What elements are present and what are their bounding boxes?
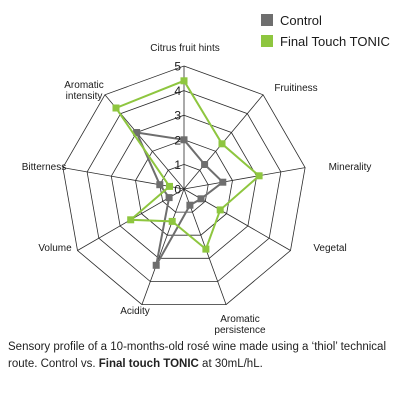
tick-label-1: 1: [174, 158, 181, 172]
axis-label-line: Minerality: [329, 162, 372, 173]
tick-label-5: 5: [174, 60, 181, 74]
grid-ring-5: [62, 65, 306, 306]
spoke-5: [141, 188, 185, 305]
caption-bold-product: Final touch TONIC: [98, 358, 199, 370]
series-point-final-touch-tonic-1: [218, 140, 226, 148]
series-point-final-touch-tonic-5: [168, 217, 176, 225]
legend-swatch-1: [261, 35, 273, 47]
axis-label-line: Aromatic: [220, 314, 259, 325]
series-point-control-3: [197, 195, 205, 203]
series-line-final-touch-tonic: [114, 79, 261, 251]
radar-chart: 0 1 2 3 4 5 Citrus fruit hints Fruitiness Miner…: [22, 13, 390, 335]
series-point-control-1: [201, 161, 209, 168]
figure-caption: Sensory profile of a 10-months-old rosé …: [8, 339, 396, 373]
series-point-control-6: [165, 194, 173, 202]
tick-label-3: 3: [174, 109, 181, 123]
series-point-control-5: [152, 261, 160, 269]
axis-label-1: Fruitiness: [274, 83, 317, 94]
radar-tick-labels: 0 1 2 3 4 5: [174, 60, 181, 197]
grid-ring-4: [86, 90, 282, 282]
axis-label-6: Volume: [38, 243, 72, 254]
axis-label-line: Volume: [38, 243, 72, 254]
axis-label-line: Acidity: [120, 306, 149, 317]
series-point-control-0: [180, 136, 188, 144]
axis-label-line: Bitterness: [22, 162, 66, 173]
spoke-7: [62, 167, 185, 190]
series-point-control-2: [219, 178, 227, 186]
tick-label-0: 0: [174, 183, 181, 197]
grid-ring-3: [110, 114, 258, 259]
series-point-final-touch-tonic-6: [127, 216, 135, 224]
series-point-final-touch-tonic-2: [255, 172, 263, 180]
axis-label-8: Aromatic intensity: [64, 80, 103, 102]
axis-label-5: Acidity: [120, 306, 149, 317]
series-line-control: [134, 131, 225, 266]
series-point-control-4: [186, 201, 194, 209]
axis-label-line: Citrus fruit hints: [150, 43, 219, 54]
caption-text-end: at 30mL/hL.: [198, 358, 263, 370]
series-point-final-touch-tonic-4: [202, 245, 210, 253]
axis-label-4: Aromatic persistence: [214, 314, 266, 335]
axis-label-line: Aromatic: [64, 80, 103, 91]
chart-legend: Control Final Touch TONIC: [261, 13, 390, 49]
axis-label-0: Citrus fruit hints: [150, 43, 219, 54]
caption-text: Sensory profile of a 10-months-old rosé …: [8, 341, 386, 370]
legend-label-0: Control: [280, 13, 322, 28]
radar-grid: [62, 65, 306, 306]
series-point-final-touch-tonic-7: [166, 182, 173, 190]
series-point-control-7: [156, 181, 164, 189]
spoke-2: [183, 167, 306, 190]
series-point-control-8: [133, 129, 141, 136]
axis-label-line: intensity: [66, 91, 103, 102]
legend-label-1: Final Touch TONIC: [280, 34, 390, 49]
axis-label-3: Vegetal: [313, 243, 346, 254]
series-point-final-touch-tonic-8: [112, 104, 120, 112]
radar-axis-labels: Citrus fruit hints Fruitiness Minerality Ve…: [22, 43, 372, 335]
series-point-final-touch-tonic-0: [180, 77, 188, 85]
axis-label-line: Vegetal: [313, 243, 346, 254]
axis-label-line: Fruitiness: [274, 83, 317, 94]
grid-ring-2: [135, 139, 233, 236]
series-point-final-touch-tonic-3: [216, 206, 224, 214]
axis-label-2: Minerality: [329, 162, 372, 173]
axis-label-7: Bitterness: [22, 162, 66, 173]
legend-swatch-0: [261, 14, 273, 26]
tick-label-2: 2: [174, 133, 181, 147]
tick-label-4: 4: [174, 84, 181, 98]
axis-label-line: persistence: [214, 325, 266, 335]
radar-series: [112, 77, 263, 269]
